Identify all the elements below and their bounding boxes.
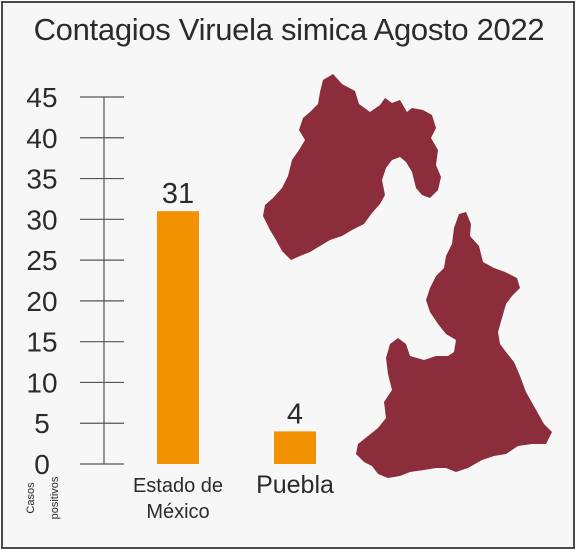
y-tick-label: 45 — [26, 82, 57, 113]
bars — [157, 211, 316, 464]
category-labels: Estado de México Puebla — [133, 471, 334, 523]
bar — [274, 431, 316, 464]
data-labels: 31 4 — [162, 178, 303, 430]
data-label: 4 — [287, 398, 303, 430]
category-label: México — [146, 501, 209, 523]
y-tick-label: 40 — [26, 123, 57, 154]
y-axis-title-line: Casos — [25, 482, 37, 514]
chart-title: Contagios Viruela simica Agosto 2022 — [33, 12, 545, 47]
y-tick-label: 0 — [34, 449, 50, 480]
y-tick-label: 30 — [26, 204, 57, 235]
y-tick-label: 25 — [26, 245, 57, 276]
y-axis: 0 5 10 15 20 25 30 35 40 45 — [26, 82, 124, 480]
y-tick-label: 5 — [34, 408, 50, 439]
y-axis-title-line: positivos — [49, 476, 61, 519]
y-tick-label: 15 — [26, 327, 57, 358]
bar — [157, 211, 199, 464]
category-label: Puebla — [256, 471, 334, 499]
category-label: Estado de — [133, 475, 223, 497]
y-axis-title: Casos positivos — [25, 476, 61, 519]
y-tick-label: 10 — [26, 367, 57, 398]
y-tick-label: 20 — [26, 286, 57, 317]
puebla-map — [356, 212, 552, 478]
estado-de-mexico-map — [263, 74, 441, 260]
data-label: 31 — [162, 178, 194, 210]
y-tick-label: 35 — [26, 164, 57, 195]
